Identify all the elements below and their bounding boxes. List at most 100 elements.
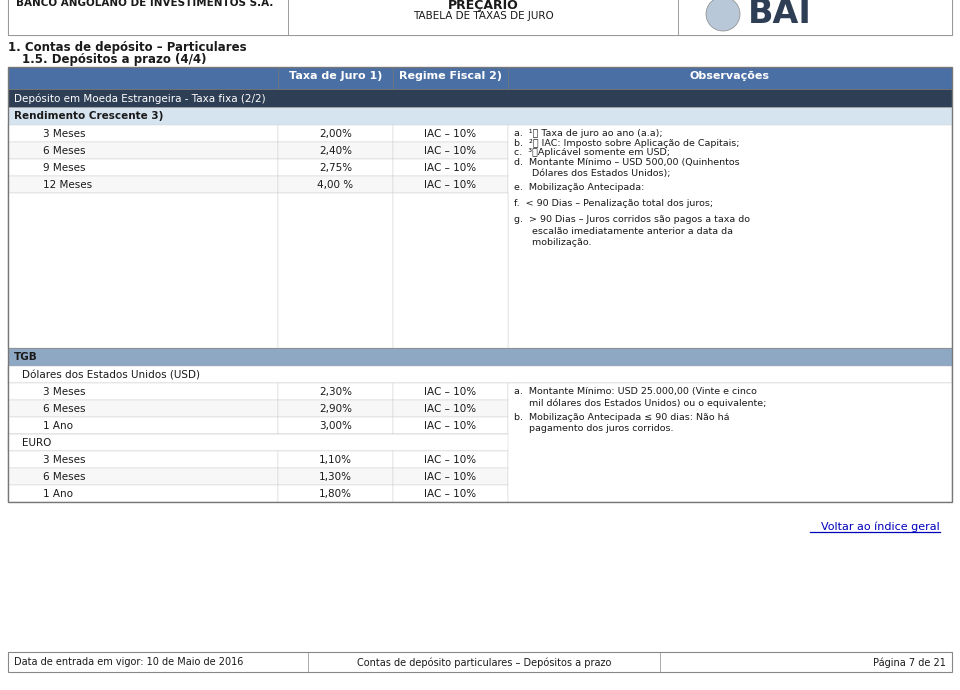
Text: IAC – 10%: IAC – 10% (424, 455, 476, 465)
Bar (278, 142, 393, 159)
Bar (393, 417, 508, 434)
Text: Observações: Observações (690, 71, 770, 81)
Text: PREÇÁRIO: PREÇÁRIO (447, 0, 518, 12)
Bar (278, 159, 393, 176)
Text: BANCO ANGOLANO DE INVESTIMENTOS S.A.: BANCO ANGOLANO DE INVESTIMENTOS S.A. (16, 0, 274, 8)
Bar (8, 348, 952, 366)
Text: IAC – 10%: IAC – 10% (424, 163, 476, 173)
Text: Regime Fiscal 2): Regime Fiscal 2) (399, 71, 502, 81)
Text: IAC – 10%: IAC – 10% (424, 129, 476, 139)
Text: 3 Meses: 3 Meses (43, 455, 85, 465)
Text: 1 Ano: 1 Ano (43, 421, 73, 431)
Text: 1 Ano: 1 Ano (43, 489, 73, 499)
Bar (8, 193, 278, 348)
Text: TGB: TGB (14, 352, 37, 362)
Text: 2,40%: 2,40% (319, 146, 352, 156)
Bar (8, 0, 952, 35)
Text: IAC – 10%: IAC – 10% (424, 489, 476, 499)
Bar (278, 383, 393, 400)
Text: IAC – 10%: IAC – 10% (424, 387, 476, 397)
Text: 1.5. Depósitos a prazo (4/4): 1.5. Depósitos a prazo (4/4) (22, 53, 206, 66)
Text: 1,30%: 1,30% (319, 472, 352, 482)
Text: Voltar ao índice geral: Voltar ao índice geral (821, 522, 940, 533)
Bar (8, 125, 278, 142)
Bar (393, 383, 508, 400)
Bar (8, 107, 952, 125)
Bar (393, 451, 508, 468)
Text: IAC – 10%: IAC – 10% (424, 472, 476, 482)
Text: 2,75%: 2,75% (319, 163, 352, 173)
Text: 2,90%: 2,90% (319, 404, 352, 414)
Bar (8, 434, 952, 451)
Bar (8, 485, 278, 502)
Text: b.  Mobilização Antecipada ≤ 90 dias: Não há
     pagamento dos juros corridos.: b. Mobilização Antecipada ≤ 90 dias: Não… (514, 413, 730, 433)
Text: Data de entrada em vigor: 10 de Maio de 2016: Data de entrada em vigor: 10 de Maio de … (14, 657, 244, 667)
Bar (8, 67, 952, 502)
Bar (8, 142, 278, 159)
Bar (8, 366, 952, 383)
Text: Dólares dos Estados Unidos (USD): Dólares dos Estados Unidos (USD) (22, 370, 200, 380)
Text: b.  ²⧩ IAC: Imposto sobre Aplicação de Capitais;: b. ²⧩ IAC: Imposto sobre Aplicação de Ca… (514, 139, 739, 148)
Bar (278, 485, 393, 502)
Text: IAC – 10%: IAC – 10% (424, 180, 476, 190)
Bar (8, 451, 278, 468)
Bar (508, 383, 952, 502)
Text: IAC – 10%: IAC – 10% (424, 146, 476, 156)
Text: 4,00 %: 4,00 % (318, 180, 353, 190)
Bar (8, 176, 278, 193)
Bar (8, 400, 278, 417)
Text: 2,00%: 2,00% (319, 129, 352, 139)
Bar (288, 0, 678, 35)
Text: 2,30%: 2,30% (319, 387, 352, 397)
Bar (8, 652, 952, 672)
Bar (278, 451, 393, 468)
Bar (393, 125, 508, 142)
Bar (8, 417, 278, 434)
Bar (678, 0, 952, 35)
Text: d.  Montante Mínimo – USD 500,00 (Quinhentos
      Dólares dos Estados Unidos);: d. Montante Mínimo – USD 500,00 (Quinhen… (514, 157, 739, 178)
Text: 1,10%: 1,10% (319, 455, 352, 465)
Bar (278, 176, 393, 193)
Text: 3 Meses: 3 Meses (43, 387, 85, 397)
Text: 12 Meses: 12 Meses (43, 180, 92, 190)
Text: 6 Meses: 6 Meses (43, 404, 85, 414)
Text: Contas de depósito particulares – Depósitos a prazo: Contas de depósito particulares – Depósi… (357, 657, 612, 667)
Bar (278, 417, 393, 434)
Bar (393, 193, 508, 348)
Text: 3,00%: 3,00% (319, 421, 352, 431)
Bar (393, 142, 508, 159)
Bar (278, 400, 393, 417)
Circle shape (706, 0, 740, 31)
Bar (393, 159, 508, 176)
Text: g.  > 90 Dias – Juros corridos são pagos a taxa do
      escalão imediatamente a: g. > 90 Dias – Juros corridos são pagos … (514, 215, 750, 247)
Bar (393, 400, 508, 417)
Bar (278, 193, 393, 348)
Text: Depósito em Moeda Estrangeira - Taxa fixa (2/2): Depósito em Moeda Estrangeira - Taxa fix… (14, 93, 266, 104)
Text: 6 Meses: 6 Meses (43, 472, 85, 482)
Text: 1,80%: 1,80% (319, 489, 352, 499)
Bar (8, 67, 952, 89)
Bar (278, 468, 393, 485)
Bar (8, 0, 288, 35)
Text: f.  < 90 Dias – Penalização total dos juros;: f. < 90 Dias – Penalização total dos jur… (514, 199, 713, 208)
Text: Página 7 de 21: Página 7 de 21 (874, 657, 946, 667)
Text: BAI: BAI (748, 0, 812, 30)
Bar (393, 468, 508, 485)
Bar (8, 159, 278, 176)
Bar (8, 383, 278, 400)
Text: c.  ³⧩Aplicável somente em USD;: c. ³⧩Aplicável somente em USD; (514, 148, 670, 157)
Text: IAC – 10%: IAC – 10% (424, 404, 476, 414)
Text: 6 Meses: 6 Meses (43, 146, 85, 156)
Text: 1. Contas de depósito – Particulares: 1. Contas de depósito – Particulares (8, 41, 247, 54)
Bar (278, 125, 393, 142)
Text: e.  Mobilização Antecipada:: e. Mobilização Antecipada: (514, 183, 644, 192)
Bar (8, 89, 952, 107)
Text: EURO: EURO (22, 438, 52, 448)
Text: a.  ¹⧩ Taxa de juro ao ano (a.a);: a. ¹⧩ Taxa de juro ao ano (a.a); (514, 129, 662, 138)
Text: TABELA DE TAXAS DE JURO: TABELA DE TAXAS DE JURO (413, 11, 553, 21)
Text: 3 Meses: 3 Meses (43, 129, 85, 139)
Text: Taxa de Juro 1): Taxa de Juro 1) (289, 71, 382, 81)
Bar (393, 176, 508, 193)
Text: a.  Montante Mínimo: USD 25.000,00 (Vinte e cinco
     mil dólares dos Estados U: a. Montante Mínimo: USD 25.000,00 (Vinte… (514, 387, 766, 408)
Bar (8, 468, 278, 485)
